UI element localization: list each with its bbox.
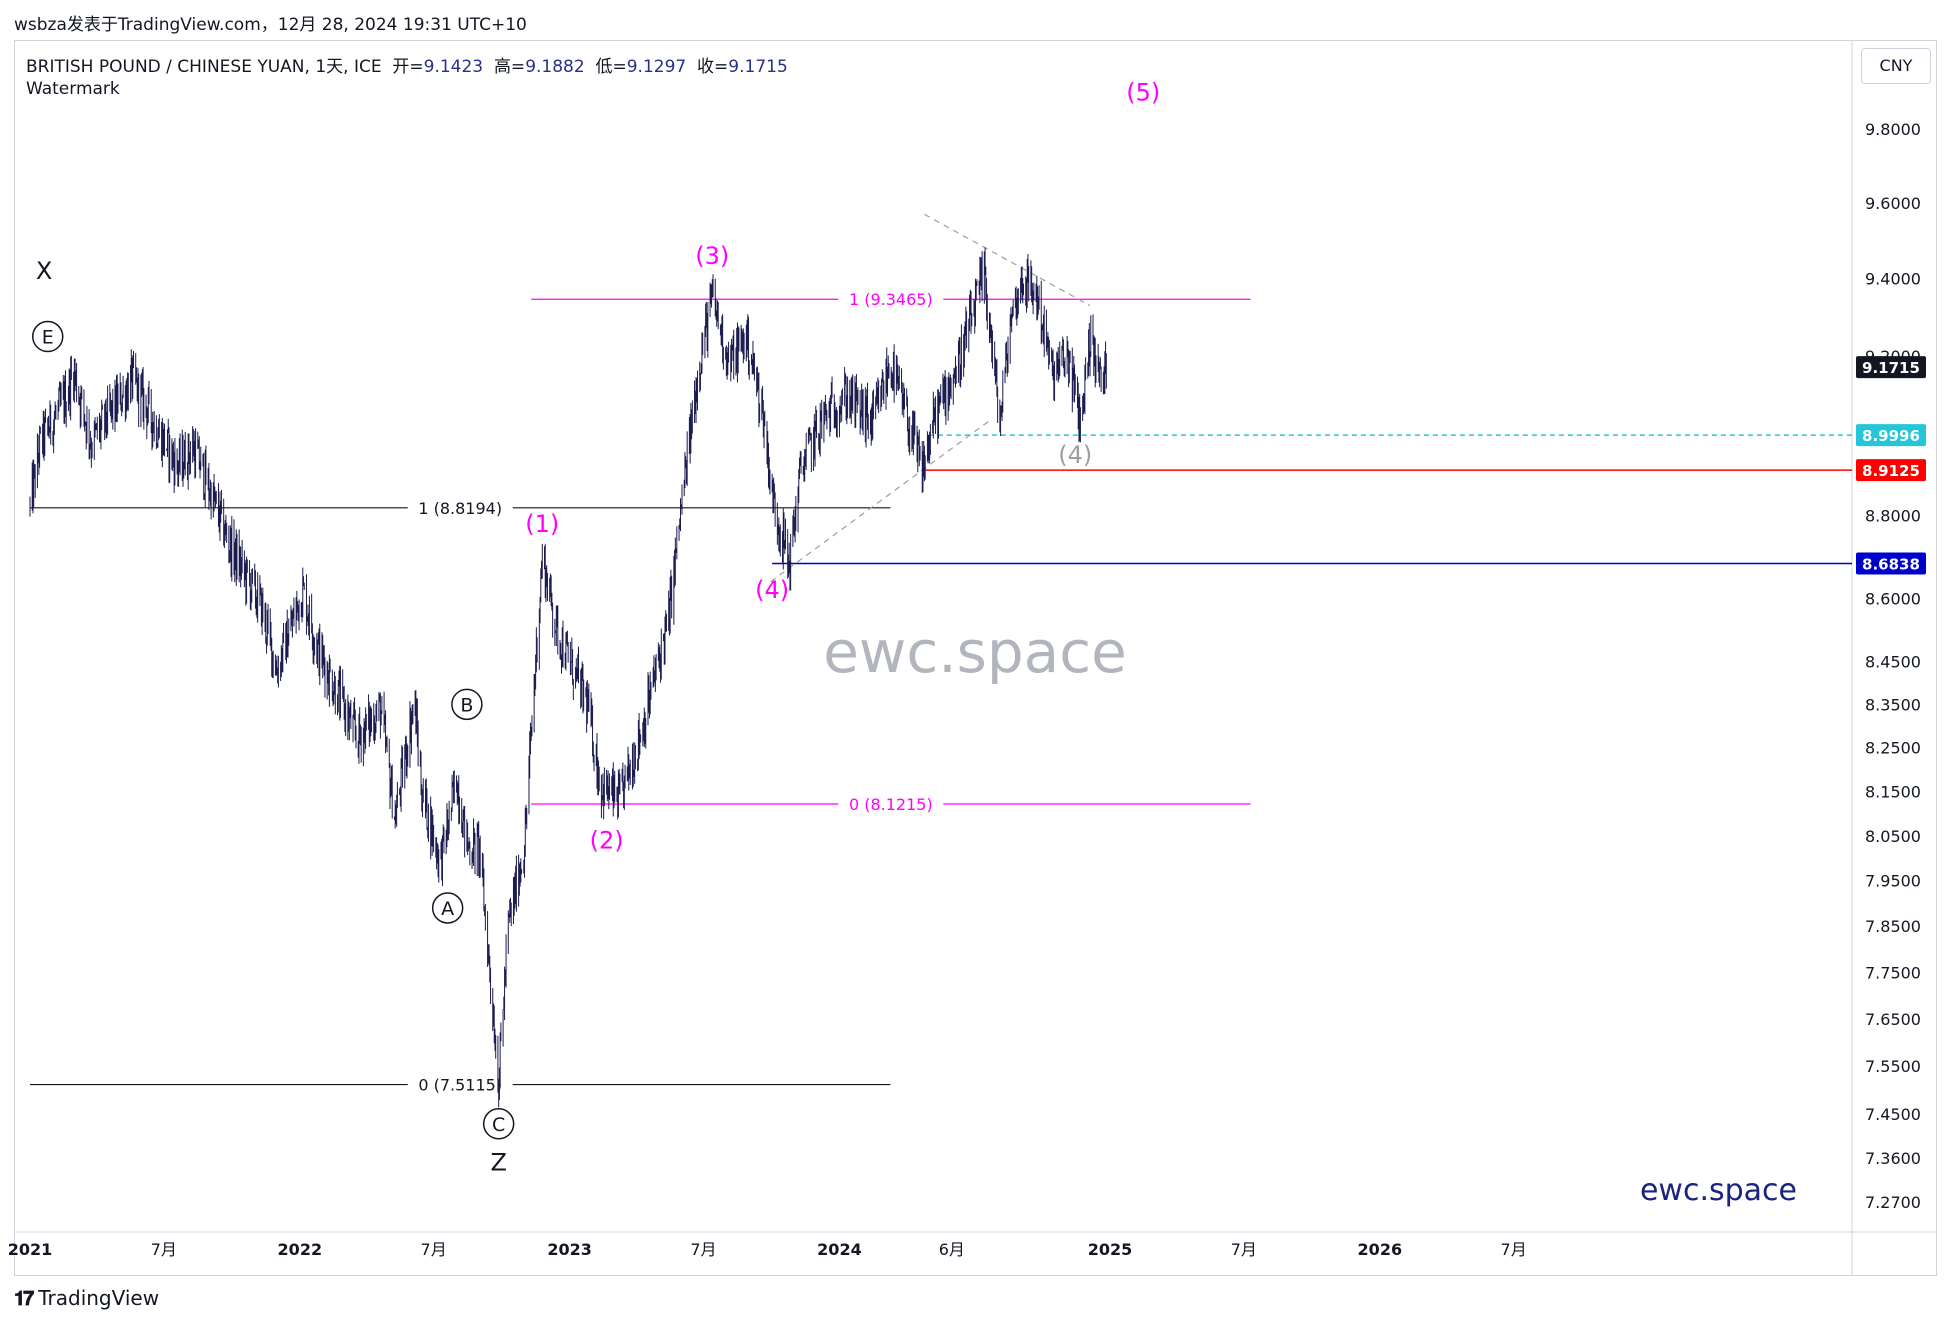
last-price-tag: [1856, 356, 1926, 379]
y-tick-label: 8.6000: [1865, 589, 1921, 608]
y-tick-label: 8.2500: [1865, 739, 1921, 758]
wave-label: A: [441, 898, 454, 920]
low-value: 9.1297: [626, 57, 687, 77]
x-tick-label: 7月: [1501, 1240, 1527, 1259]
center-watermark: ewc.space: [823, 618, 1127, 686]
wave-label-circle: [431, 892, 464, 924]
high-value: 9.1882: [525, 57, 585, 77]
close-label: 收=: [697, 57, 729, 77]
y-tick-label: 8.0500: [1865, 827, 1921, 846]
wave-label: (5): [1126, 79, 1160, 107]
x-tick-label: 2021: [8, 1240, 53, 1259]
price-level-tag: [1856, 424, 1926, 447]
chart-frame: [14, 40, 1937, 1276]
y-tick-label: 7.9500: [1865, 872, 1921, 891]
wave-label: (4): [1058, 441, 1092, 469]
y-tick-label: 8.8000: [1865, 507, 1921, 526]
x-tick-label: 2023: [547, 1240, 592, 1259]
currency-button[interactable]: CNY: [1861, 48, 1931, 84]
candles: [29, 247, 1107, 1108]
wave-label-circle: [482, 1108, 515, 1140]
y-tick-label: 7.8500: [1865, 917, 1921, 936]
price-level-tag-label: 8.6838: [1862, 555, 1920, 573]
trendline: [924, 213, 1091, 307]
tradingview-logo[interactable]: 𝟏𝟕 TradingView: [14, 1286, 159, 1310]
corner-watermark: ewc.space: [1640, 1173, 1797, 1208]
y-tick-label: 7.2700: [1865, 1193, 1921, 1212]
y-tick-label: 9.8000: [1865, 120, 1921, 139]
fib-level-label: 1 (8.8194): [418, 499, 502, 518]
tradingview-logo-icon: 𝟏𝟕: [14, 1286, 34, 1310]
open-value: 9.1423: [423, 57, 484, 77]
y-tick-label: 7.3600: [1865, 1149, 1921, 1168]
wave-label: X: [36, 257, 52, 285]
wave-label: C: [492, 1114, 505, 1136]
symbol-title: BRITISH POUND / CHINESE YUAN, 1天, ICE: [26, 57, 382, 77]
last-price-label: 9.1715: [1862, 359, 1920, 377]
wave-label: Z: [490, 1149, 506, 1177]
fib-level-label: 1 (9.3465): [849, 290, 933, 309]
wave-label: (3): [695, 242, 729, 270]
trendline: [770, 418, 993, 583]
x-tick-label: 7月: [421, 1240, 447, 1259]
y-tick-label: 7.7500: [1865, 963, 1921, 982]
wave-label-circle: [31, 320, 64, 353]
high-label: 高=: [493, 57, 526, 77]
x-tick-label: 2025: [1088, 1240, 1133, 1259]
price-level-tag: [1856, 459, 1926, 482]
y-tick-label: 9.6000: [1865, 194, 1921, 213]
y-tick-label: 7.5500: [1865, 1057, 1921, 1076]
close-value: 9.1715: [728, 57, 788, 77]
price-level-tag-label: 8.9125: [1862, 462, 1920, 480]
price-level-tag-label: 8.9996: [1862, 427, 1920, 445]
wave-label: (4): [755, 576, 789, 604]
low-label: 低=: [595, 57, 627, 77]
wave-label: E: [42, 327, 54, 349]
price-level-tag: [1856, 552, 1926, 575]
y-tick-label: 8.1500: [1865, 782, 1921, 801]
publish-caption: wsbza发表于TradingView.com，12月 28, 2024 19:…: [14, 15, 527, 35]
wave-label: (2): [590, 826, 624, 854]
x-tick-label: 6月: [939, 1240, 965, 1259]
tradingview-logo-text: TradingView: [38, 1286, 160, 1310]
symbol-legend: BRITISH POUND / CHINESE YUAN, 1天, ICE 开=…: [26, 52, 788, 77]
x-tick-label: 2026: [1358, 1240, 1403, 1259]
y-tick-label: 8.4500: [1865, 653, 1921, 672]
x-tick-label: 7月: [151, 1240, 177, 1259]
x-tick-label: 7月: [1231, 1240, 1257, 1259]
y-tick-label: 8.3500: [1865, 695, 1921, 714]
indicator-legend[interactable]: Watermark: [26, 79, 120, 99]
fib-level-label: 0 (8.1215): [849, 795, 933, 814]
open-label: 开=: [392, 57, 424, 77]
x-tick-label: 2022: [278, 1240, 323, 1259]
wave-label: B: [460, 694, 473, 716]
x-tick-label: 7月: [690, 1240, 716, 1259]
fib-level-label: 0 (7.5115): [418, 1076, 502, 1095]
wave-label-circle: [451, 688, 483, 721]
y-tick-label: 9.4000: [1865, 270, 1921, 289]
x-tick-label: 2024: [817, 1240, 862, 1259]
wave-label: (1): [525, 510, 559, 538]
y-tick-label: 7.4500: [1865, 1105, 1921, 1124]
y-tick-label: 7.6500: [1865, 1010, 1921, 1029]
